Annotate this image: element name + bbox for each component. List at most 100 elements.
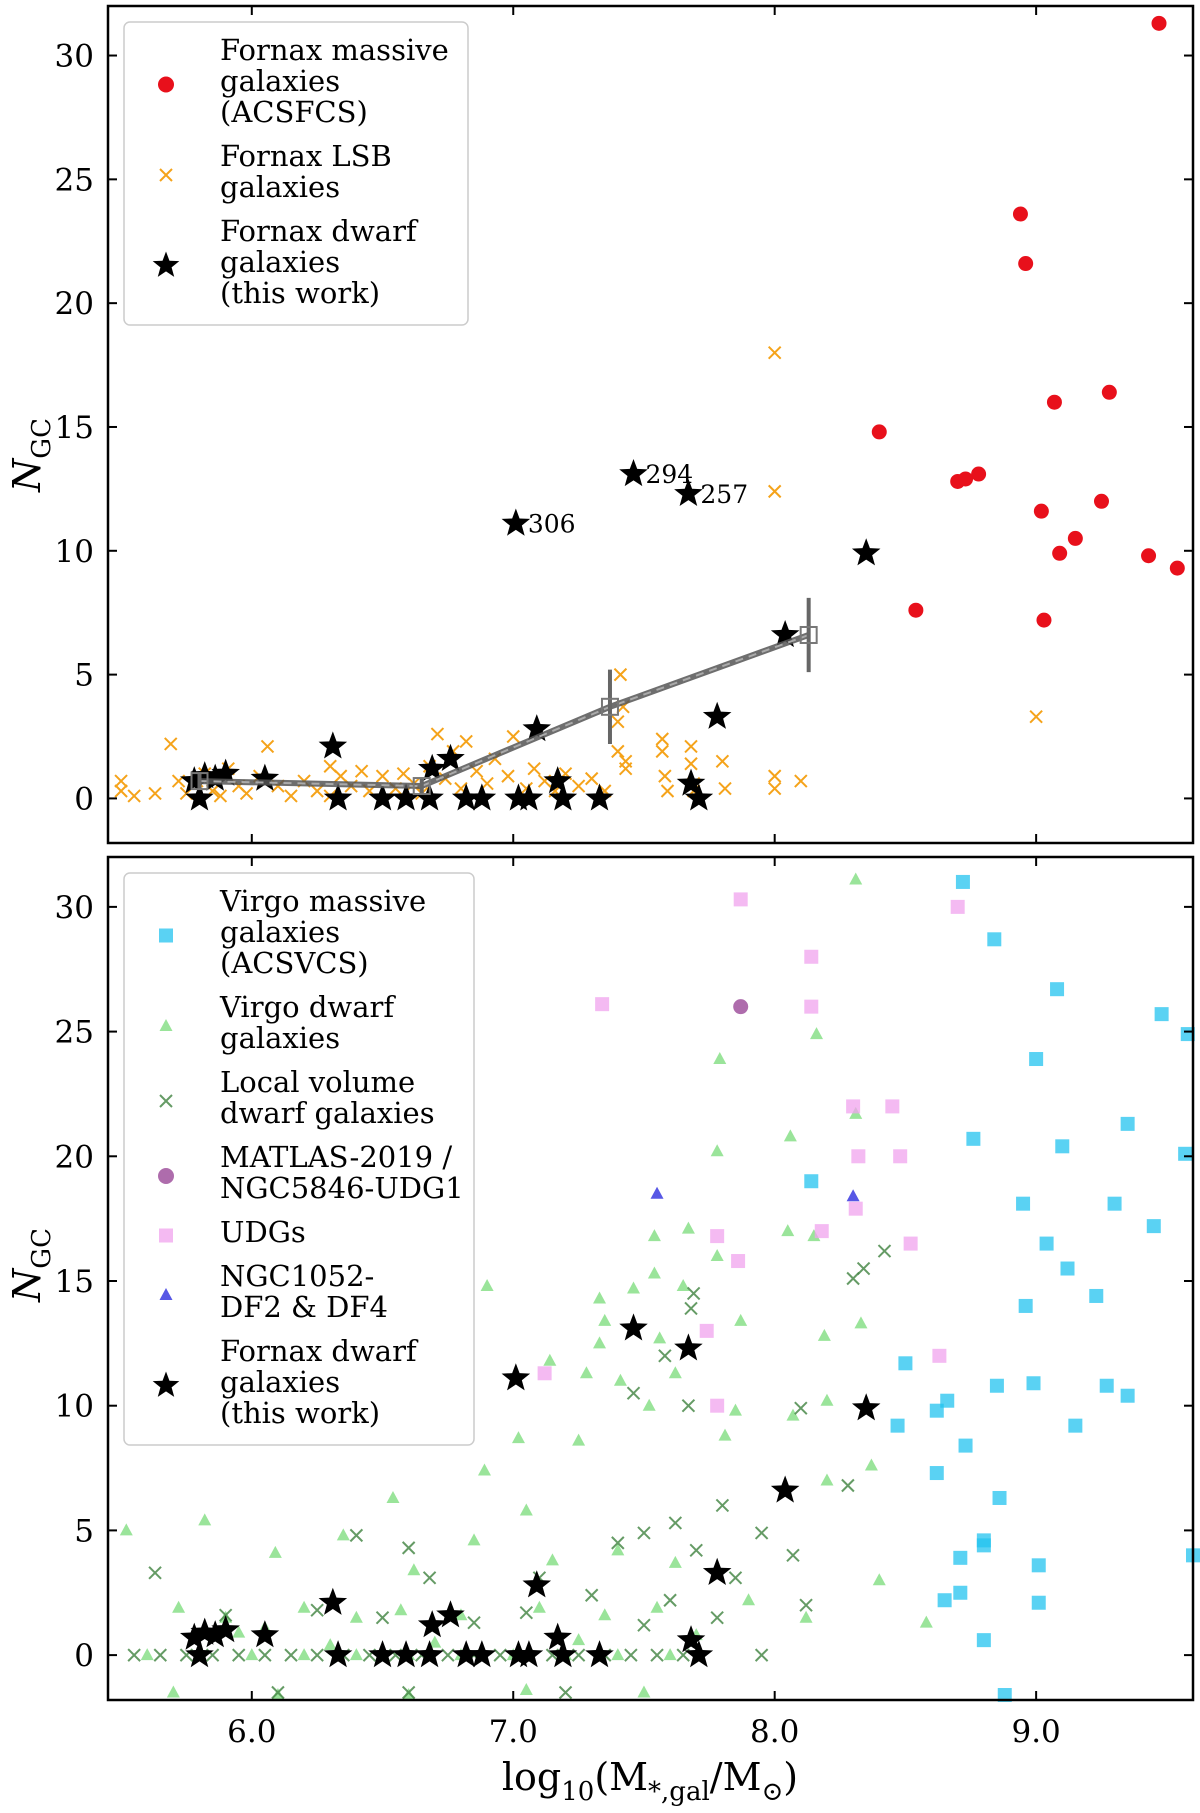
data-point [323,759,337,773]
trend-median-marker [799,625,818,644]
data-point [504,1640,533,1668]
data-point [846,1271,860,1286]
ytick-label: 20 [55,1139,94,1175]
data-point [323,783,353,811]
legend-label: (ACSFCS) [220,95,368,129]
legend-label: Virgo dwarf [219,990,396,1024]
data-point [422,1571,437,1585]
data-point [668,1516,683,1530]
xtick-label: 6.0 [227,1714,276,1750]
data-point [514,783,544,811]
data-point [394,1603,408,1616]
data-point [1107,1196,1122,1211]
data-point [919,1615,933,1628]
data-point [598,1608,612,1621]
data-point [140,1648,154,1661]
data-point [849,872,863,885]
data-point [681,1221,695,1234]
data-point [684,1640,714,1668]
data-point [1026,1376,1041,1391]
data-point [284,1648,298,1662]
top-axes-frame [106,4,1195,845]
data-point [684,783,714,811]
data-point [493,1648,507,1662]
data-point [543,766,572,794]
trend-line [190,597,818,796]
legend-label: DF2 & DF4 [220,1290,388,1324]
legend-label: galaxies [220,245,340,279]
legend-label: galaxies [220,64,340,98]
data-point [585,783,614,811]
legend-marker-icon [152,251,180,277]
data-point [637,1685,651,1698]
data-point [820,1473,834,1486]
legend-label: (this work) [220,1396,380,1430]
legend-marker-icon [159,1019,173,1031]
data-point [537,1366,552,1381]
data-point [593,1336,607,1349]
data-point [1154,1007,1169,1022]
data-point [655,744,669,759]
data-point [627,1281,641,1294]
legend-marker-icon [159,928,173,943]
data-point [658,1349,672,1363]
data-point [579,1366,593,1379]
data-point [699,1323,714,1338]
data-point [718,781,732,796]
legend-marker-icon [159,1288,173,1300]
data-point [650,1186,664,1199]
legend-label: (this work) [220,276,380,310]
legend-label: galaxies [220,170,340,204]
data-point [1089,1288,1104,1303]
data-point [451,1640,481,1668]
data-point [114,774,128,788]
data-point [767,781,782,796]
data-point [585,1640,614,1668]
legend-label: Fornax dwarf [220,1334,419,1368]
data-point [767,345,782,360]
data-point [971,466,987,482]
data-point [958,1438,973,1453]
data-point [310,1603,324,1617]
data-point [1060,1261,1075,1276]
data-point [232,1648,246,1662]
data-point [349,1648,363,1661]
ytick-label: 30 [55,39,94,75]
data-point [180,1622,209,1650]
data-point [976,1538,991,1553]
bottom-ylabel: NGC [5,1228,57,1303]
data-point [375,1610,390,1625]
data-point [185,1640,214,1668]
data-point [297,1648,311,1661]
data-point [953,1550,968,1565]
data-point [668,1366,682,1379]
data-point [477,1463,491,1476]
series-virgo-massive-galaxies-acsvcs- [804,874,1200,1703]
legend-label: UDGs [220,1215,306,1249]
data-point [164,737,178,751]
data-point [1120,1116,1135,1131]
series-ngc1052-df2-df4 [650,1186,860,1202]
data-point [810,1027,824,1040]
annotation-label: 306 [528,510,576,539]
data-point [851,1149,866,1164]
data-point [504,783,533,811]
data-point [817,1328,831,1341]
legend-label: dwarf galaxies [220,1096,435,1130]
data-point [333,769,348,783]
data-point [310,784,324,798]
data-point [734,1313,748,1326]
data-point [250,1620,280,1648]
data-point [619,459,648,487]
data-point [401,1685,416,1700]
data-point [804,1174,819,1189]
xtick-label: 8.0 [750,1714,799,1750]
legend-entry: UDGs [159,1215,306,1249]
data-point [1029,709,1043,724]
data-point [532,1600,546,1613]
data-point [731,1254,746,1269]
data-point [467,1533,481,1546]
ytick-label: 0 [74,1638,94,1674]
